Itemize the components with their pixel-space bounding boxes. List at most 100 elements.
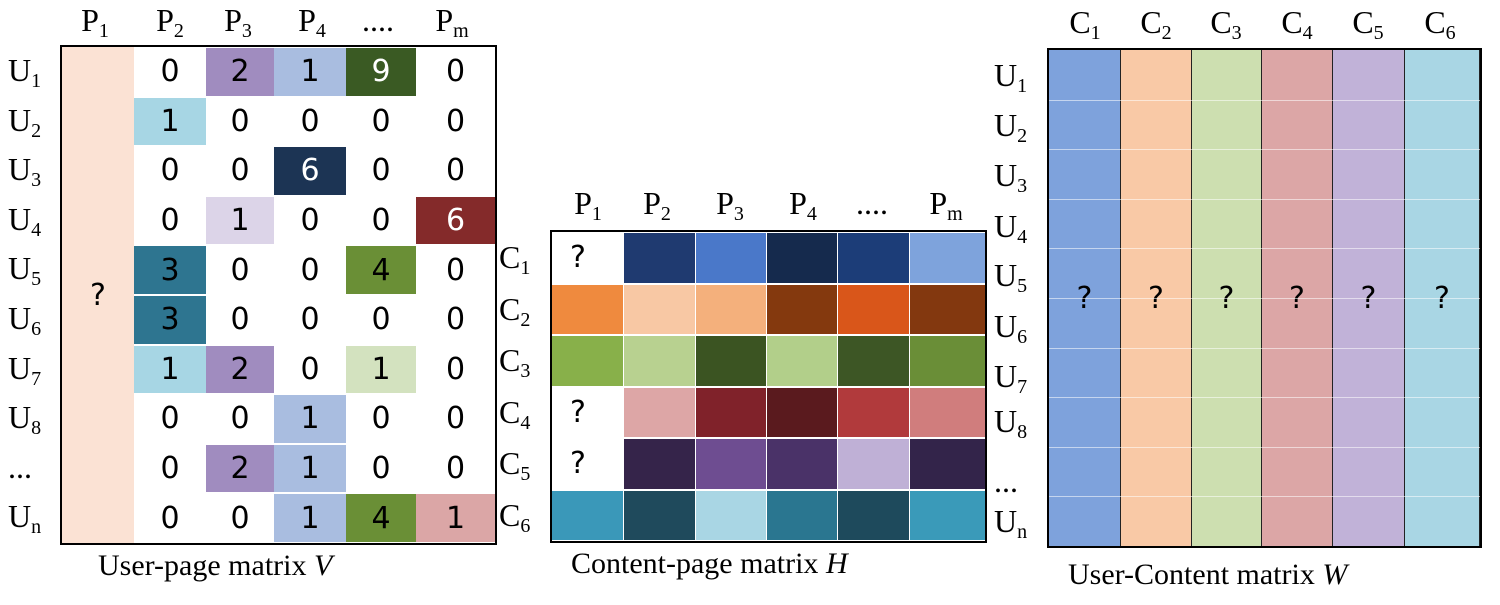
h-col-header-sub: 3 (733, 203, 744, 225)
v-cell: 1 (134, 345, 206, 394)
h-row-header-sub: 6 (520, 514, 531, 537)
v-row-header-base: U (8, 52, 32, 88)
v-row-header: U7 (8, 352, 41, 389)
h-col-header-sub: 4 (806, 203, 817, 225)
v-cell: 1 (346, 345, 416, 394)
v-cell: 0 (371, 401, 391, 437)
v-col-header-base: P (298, 2, 316, 38)
h-col-header: Pm (906, 187, 986, 224)
w-caption-prefix: User-Content matrix (1068, 558, 1323, 591)
h-col-header-base: P (789, 185, 807, 221)
v-col-header-sub: m (453, 20, 469, 42)
v-cell: 0 (445, 302, 466, 338)
v-cell: 0 (300, 252, 320, 288)
v-col-header-sub: 3 (241, 20, 252, 42)
v-col-header: Pm (412, 4, 492, 41)
v-row-header-base: U (8, 300, 32, 336)
w-col-header-sub: 4 (1302, 22, 1313, 44)
h-cell (838, 336, 909, 386)
w-row-header: ... (994, 465, 1018, 497)
v-cell: 1 (274, 48, 346, 96)
v-cell: 0 (445, 401, 466, 437)
w-row-header-base: U (994, 57, 1018, 93)
v-cell: 1 (206, 196, 274, 245)
h-cell (838, 387, 909, 437)
w-row-separator (1049, 248, 1480, 250)
h-row-header-sub: 1 (520, 257, 531, 279)
w-row-header-sub: 3 (1017, 175, 1028, 197)
w-row-header: U7 (994, 358, 1027, 397)
v-cell: 6 (416, 196, 495, 245)
v-first-column-value: ? (90, 277, 106, 313)
w-col-header: C6 (1400, 6, 1480, 43)
w-row-separator (1049, 99, 1480, 101)
h-col-header: P2 (617, 187, 697, 224)
v-row-header-base: U (8, 498, 32, 535)
v-cell: 0 (230, 302, 250, 338)
v-row-header-sub: 8 (31, 417, 42, 440)
h-cell (910, 439, 985, 489)
h-cell (767, 439, 837, 489)
h-caption-var: H (825, 547, 848, 580)
v-col-header-base: P (81, 2, 99, 38)
w-row-header-sub: 4 (1017, 226, 1028, 248)
v-col-header: P2 (130, 4, 210, 41)
w-col-header-sub: 5 (1373, 22, 1384, 44)
h-row-header-sub: 4 (520, 411, 531, 434)
v-cell: 0 (230, 401, 250, 437)
h-row-header-base: C (499, 496, 521, 533)
h-cell (696, 490, 766, 540)
w-col-header: C1 (1045, 6, 1125, 43)
v-row-header-sub: 3 (31, 169, 42, 192)
w-row-header-sub: n (1017, 521, 1028, 543)
w-row-separator (1049, 149, 1480, 151)
h-cell (838, 233, 909, 283)
h-cell (696, 233, 766, 283)
v-row-header: U5 (8, 250, 41, 289)
v-cell: 0 (160, 500, 180, 536)
h-row-header-base: C (499, 342, 521, 378)
v-col-header: P3 (198, 4, 278, 41)
v-cell: 0 (300, 351, 320, 387)
v-cell: 6 (274, 147, 346, 195)
v-row-header-sub: n (31, 516, 42, 539)
v-cell: 4 (346, 494, 416, 542)
v-cell: 0 (371, 451, 391, 487)
v-col-header: P4 (272, 2, 352, 41)
w-row-header-base: U (994, 403, 1018, 439)
h-cell-unknown: ? (552, 439, 623, 489)
h-cell (910, 284, 985, 334)
w-row-header-base: U (994, 257, 1018, 293)
w-col-header: C3 (1186, 6, 1266, 43)
h-caption-prefix: Content-page matrix (571, 547, 826, 580)
v-row-header: U8 (8, 399, 41, 438)
h-row-header-sub: 5 (520, 463, 531, 485)
v-col-header-sub: 2 (173, 20, 184, 42)
h-cell (910, 387, 985, 437)
w-row-header-base: U (994, 157, 1018, 193)
v-cell: 0 (445, 351, 466, 387)
w-row-header-base: U (994, 308, 1018, 344)
v-row-header-base: U (8, 250, 32, 287)
v-cell: 0 (160, 401, 180, 437)
w-row-header: U6 (994, 308, 1027, 347)
v-cell: 1 (134, 97, 206, 146)
v-caption-var: V (313, 549, 333, 582)
v-row-header-sub: 2 (31, 119, 42, 142)
v-row-header: U1 (8, 52, 41, 91)
v-row-header-sub: 7 (31, 367, 42, 390)
v-col-header-sub: 1 (98, 20, 109, 42)
h-cell (624, 284, 695, 334)
w-row-header-base: U (994, 358, 1018, 394)
v-row-header-base: U (8, 101, 32, 138)
v-col-header-base: .... (362, 2, 394, 38)
h-cell (910, 233, 985, 283)
v-col-header: .... (338, 4, 418, 36)
w-row-header: U5 (994, 257, 1027, 296)
h-row-header-base: C (499, 239, 521, 275)
v-first-column-band: ? (62, 47, 134, 543)
v-caption-prefix: User-page matrix (98, 549, 314, 582)
v-row-header-base: U (8, 399, 32, 436)
h-cell (696, 284, 766, 334)
h-cell (696, 439, 766, 489)
